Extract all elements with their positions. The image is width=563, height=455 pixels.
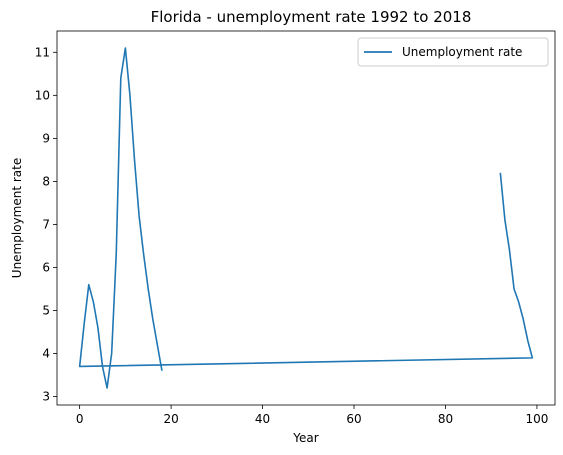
legend: Unemployment rate xyxy=(357,37,549,67)
y-tick-label: 9 xyxy=(42,131,50,145)
axes-frame xyxy=(56,30,556,406)
series-line-0 xyxy=(78,47,534,389)
x-tick-label: 60 xyxy=(346,412,361,426)
x-axis: 0 20 40 60 80 100 xyxy=(76,405,548,426)
legend-box xyxy=(357,37,549,67)
x-axis-label: Year xyxy=(292,431,318,445)
x-tick-label: 40 xyxy=(255,412,270,426)
y-tick-label: 5 xyxy=(42,304,50,318)
x-tick-label: 80 xyxy=(438,412,453,426)
plot-area xyxy=(78,47,534,389)
x-tick-label: 0 xyxy=(76,412,84,426)
chart-title: Florida - unemployment rate 1992 to 2018 xyxy=(151,8,472,26)
y-tick-label: 10 xyxy=(35,88,50,102)
y-tick-label: 7 xyxy=(42,217,50,231)
x-tick-label: 20 xyxy=(163,412,178,426)
y-tick-label: 4 xyxy=(42,347,50,361)
y-tick-label: 6 xyxy=(42,260,50,274)
y-axis-label: Unemployment rate xyxy=(10,158,24,278)
y-tick-label: 8 xyxy=(42,174,50,188)
y-tick-label: 11 xyxy=(35,45,50,59)
x-tick-label: 100 xyxy=(525,412,548,426)
y-tick-label: 3 xyxy=(42,390,50,404)
legend-label: Unemployment rate xyxy=(402,45,522,59)
y-axis: 3 4 5 6 7 8 9 10 11 xyxy=(35,45,57,404)
